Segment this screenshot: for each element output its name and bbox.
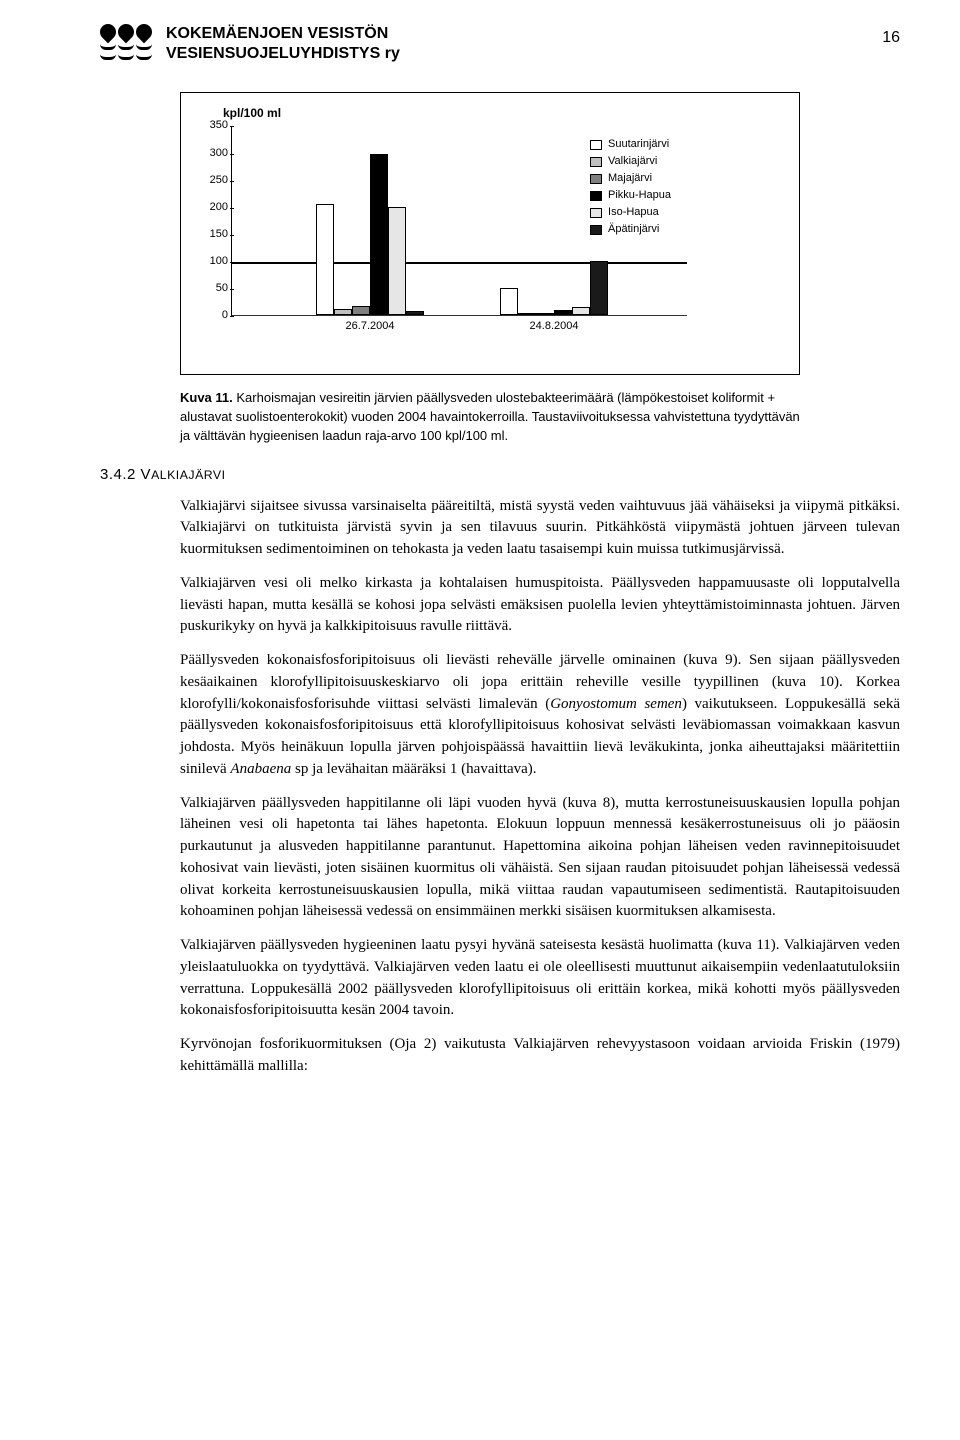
bar-Suutarinjärvi-0	[316, 204, 334, 315]
paragraph-3: Päällysveden kokonaisfosforipitoisuus ol…	[180, 650, 900, 781]
ytick: 300	[204, 146, 228, 162]
bar-Suutarinjärvi-1	[500, 288, 518, 315]
p3-italic-2: Anabaena	[230, 761, 291, 777]
page-header: KOKEMÄENJOEN VESISTÖN VESIENSUOJELUYHDIS…	[100, 24, 900, 64]
section-heading: 3.4.2 VALKIAJÄRVI	[100, 464, 900, 486]
bar-Äpätinjärvi-1	[590, 261, 608, 315]
bar-Valkiajärvi-1	[518, 313, 536, 316]
org-title: KOKEMÄENJOEN VESISTÖN VESIENSUOJELUYHDIS…	[166, 24, 400, 64]
bar-Pikku-Hapua-1	[554, 310, 572, 315]
chart-inner: SuutarinjärviValkiajärviMajajärviPikku-H…	[203, 126, 687, 346]
p3-italic-1: Gonyostomum semen	[550, 696, 682, 712]
section-number: 3.4.2	[100, 466, 136, 483]
bar-Äpätinjärvi-0	[406, 311, 424, 315]
chart-plot: 05010015020025030035026.7.200424.8.2004	[231, 126, 687, 316]
figure-caption: Kuva 11. Karhoismajan vesireitin järvien…	[180, 389, 800, 446]
bar-Majajärvi-1	[536, 313, 554, 316]
xcategory-label: 24.8.2004	[530, 319, 579, 335]
ytick: 100	[204, 254, 228, 270]
paragraph-2: Valkiajärven vesi oli melko kirkasta ja …	[180, 573, 900, 638]
caption-text: Karhoismajan vesireitin järvien päällysv…	[180, 390, 800, 443]
reference-line	[232, 262, 687, 264]
paragraph-5: Valkiajärven päällysveden hygieeninen la…	[180, 935, 900, 1022]
ytick: 250	[204, 173, 228, 189]
p3-c: sp ja levähaitan määräksi 1 (havaittava)…	[291, 761, 536, 777]
ytick: 150	[204, 227, 228, 243]
paragraph-4: Valkiajärven päällysveden happitilanne o…	[180, 793, 900, 924]
bar-Iso-Hapua-0	[388, 207, 406, 316]
xcategory-label: 26.7.2004	[346, 319, 395, 335]
paragraph-1: Valkiajärvi sijaitsee sivussa varsinaise…	[180, 496, 900, 561]
paragraph-6: Kyrvönojan fosforikuormituksen (Oja 2) v…	[180, 1034, 900, 1078]
bar-Valkiajärvi-0	[334, 309, 352, 316]
page-number: 16	[882, 26, 900, 49]
ytick: 50	[204, 281, 228, 297]
caption-strong: Kuva 11.	[180, 390, 233, 405]
bar-Iso-Hapua-1	[572, 307, 590, 315]
org-line1: KOKEMÄENJOEN VESISTÖN	[166, 24, 400, 44]
org-logo	[100, 24, 156, 60]
ytick: 350	[204, 118, 228, 134]
bar-Majajärvi-0	[352, 306, 370, 315]
ytick: 200	[204, 200, 228, 216]
bar-Pikku-Hapua-0	[370, 154, 388, 316]
header-left: KOKEMÄENJOEN VESISTÖN VESIENSUOJELUYHDIS…	[100, 24, 400, 64]
org-line2: VESIENSUOJELUYHDISTYS ry	[166, 44, 400, 64]
figure-block: kpl/100 ml SuutarinjärviValkiajärviMajaj…	[180, 92, 800, 446]
chart-ylabel: kpl/100 ml	[223, 105, 787, 122]
ytick: 0	[204, 308, 228, 324]
chart-box: kpl/100 ml SuutarinjärviValkiajärviMajaj…	[180, 92, 800, 375]
